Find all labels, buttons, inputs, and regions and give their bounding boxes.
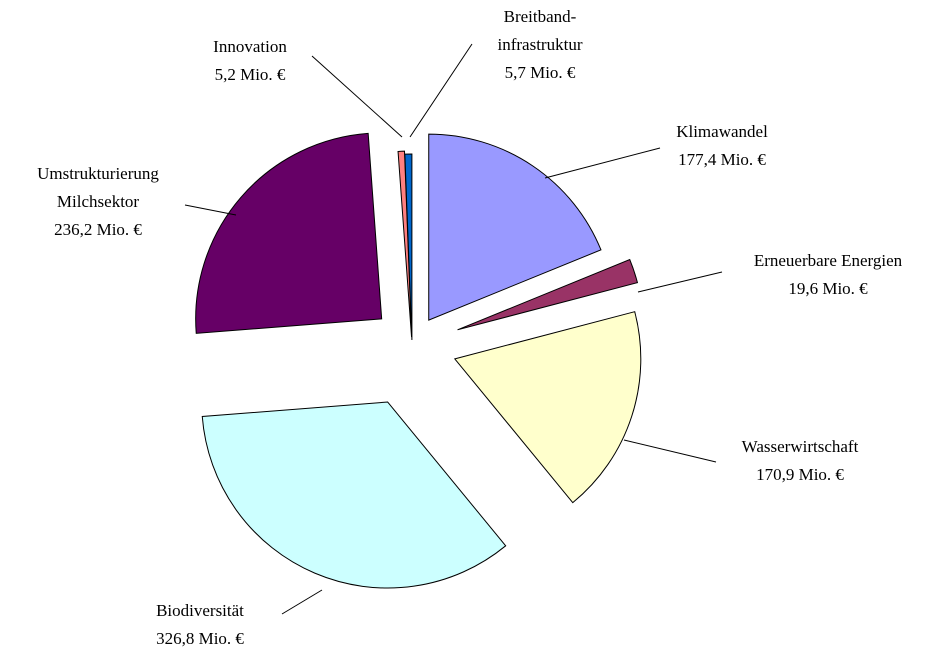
leader-line (311, 55, 403, 138)
value-label: 5,2 Mio. € (215, 65, 286, 84)
pie-slice (457, 258, 639, 331)
slice-label: Wasserwirtschaft (742, 437, 859, 456)
value-label: 5,7 Mio. € (505, 63, 576, 82)
leader-line (637, 271, 723, 293)
slice-label: Innovation (213, 37, 287, 56)
leader-line (623, 439, 717, 463)
value-label: 236,2 Mio. € (54, 220, 142, 239)
value-label: 19,6 Mio. € (788, 279, 868, 298)
slice-label: Erneuerbare Energien (754, 251, 903, 270)
leader-line (409, 43, 473, 138)
value-label: 170,9 Mio. € (756, 465, 844, 484)
slice-label: Klimawandel (676, 122, 768, 141)
slice-label: Umstrukturierung (37, 164, 159, 183)
slice-label: Milchsektor (57, 192, 139, 211)
slice-label: infrastruktur (498, 35, 583, 54)
pie-slice (404, 153, 413, 341)
pie-slice (453, 311, 642, 504)
value-label: 177,4 Mio. € (678, 150, 766, 169)
value-label: 326,8 Mio. € (156, 629, 244, 648)
pie-slice (428, 133, 602, 321)
leader-line (544, 147, 661, 179)
leader-line (184, 204, 237, 216)
pie-slice (195, 132, 383, 334)
pie-slice (201, 401, 507, 589)
slice-label: Biodiversität (156, 601, 244, 620)
leader-line (281, 589, 323, 615)
pie-slice (397, 150, 413, 338)
slice-label: Breitband- (504, 7, 577, 26)
